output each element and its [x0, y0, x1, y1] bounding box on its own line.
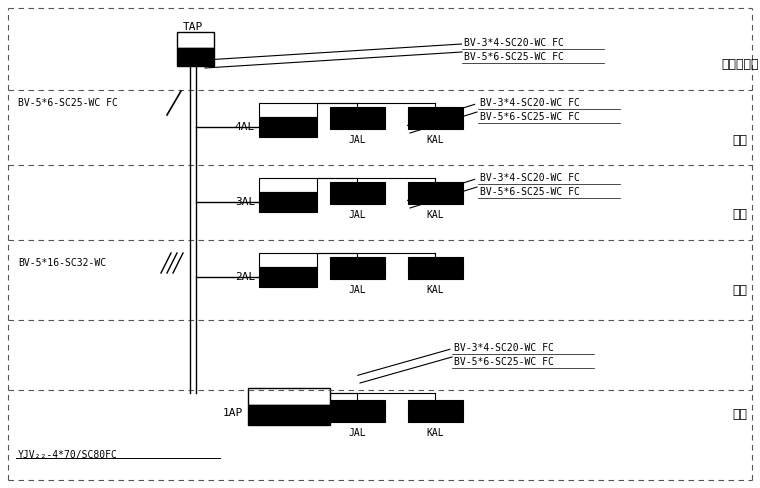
Bar — [408, 107, 463, 129]
Text: KAL: KAL — [426, 210, 444, 220]
Bar — [330, 400, 385, 422]
Text: KAL: KAL — [426, 285, 444, 295]
Bar — [259, 103, 317, 117]
Bar — [177, 48, 214, 66]
Text: BV-3*4-SC20-WC FC: BV-3*4-SC20-WC FC — [454, 343, 554, 353]
Bar — [408, 182, 463, 204]
Text: JAL: JAL — [348, 285, 366, 295]
Text: 三层: 三层 — [733, 208, 748, 222]
Text: JAL: JAL — [348, 428, 366, 438]
Text: BV-5*6-SC25-WC FC: BV-5*6-SC25-WC FC — [454, 357, 554, 367]
Text: JAL: JAL — [348, 135, 366, 145]
Bar — [330, 107, 385, 129]
Text: BV-5*6-SC25-WC FC: BV-5*6-SC25-WC FC — [480, 187, 580, 197]
Bar — [248, 405, 330, 425]
Text: 4AL: 4AL — [235, 122, 255, 132]
Bar — [259, 117, 317, 137]
Text: YJV₂₂-4*70/SC80FC: YJV₂₂-4*70/SC80FC — [18, 450, 118, 460]
Bar — [259, 178, 317, 192]
Text: 2AL: 2AL — [235, 272, 255, 282]
Text: BV-5*6-SC25-WC FC: BV-5*6-SC25-WC FC — [480, 112, 580, 122]
Text: JAL: JAL — [348, 210, 366, 220]
Bar — [408, 257, 463, 279]
Text: BV-3*4-SC20-WC FC: BV-3*4-SC20-WC FC — [480, 173, 580, 183]
Bar — [259, 192, 317, 212]
Text: TAP: TAP — [183, 22, 203, 32]
Text: BV-5*6-SC25-WC FC: BV-5*6-SC25-WC FC — [18, 98, 118, 108]
Bar — [248, 388, 330, 405]
Text: BV-5*6-SC25-WC FC: BV-5*6-SC25-WC FC — [464, 52, 564, 62]
Text: 一层: 一层 — [733, 408, 748, 422]
Text: KAL: KAL — [426, 428, 444, 438]
Text: BV-3*4-SC20-WC FC: BV-3*4-SC20-WC FC — [480, 98, 580, 108]
Bar — [330, 257, 385, 279]
Text: 电梯机房层: 电梯机房层 — [721, 59, 758, 72]
Text: 1AP: 1AP — [223, 408, 243, 418]
Text: 二层: 二层 — [733, 284, 748, 297]
Bar — [330, 182, 385, 204]
Text: KAL: KAL — [426, 135, 444, 145]
Text: BV-5*16-SC32-WC: BV-5*16-SC32-WC — [18, 258, 106, 268]
Text: 四层: 四层 — [733, 134, 748, 146]
Bar — [259, 267, 317, 287]
Bar — [259, 253, 317, 267]
Bar — [177, 32, 214, 48]
Text: BV-3*4-SC20-WC FC: BV-3*4-SC20-WC FC — [464, 38, 564, 48]
Bar — [408, 400, 463, 422]
Text: 3AL: 3AL — [235, 197, 255, 207]
